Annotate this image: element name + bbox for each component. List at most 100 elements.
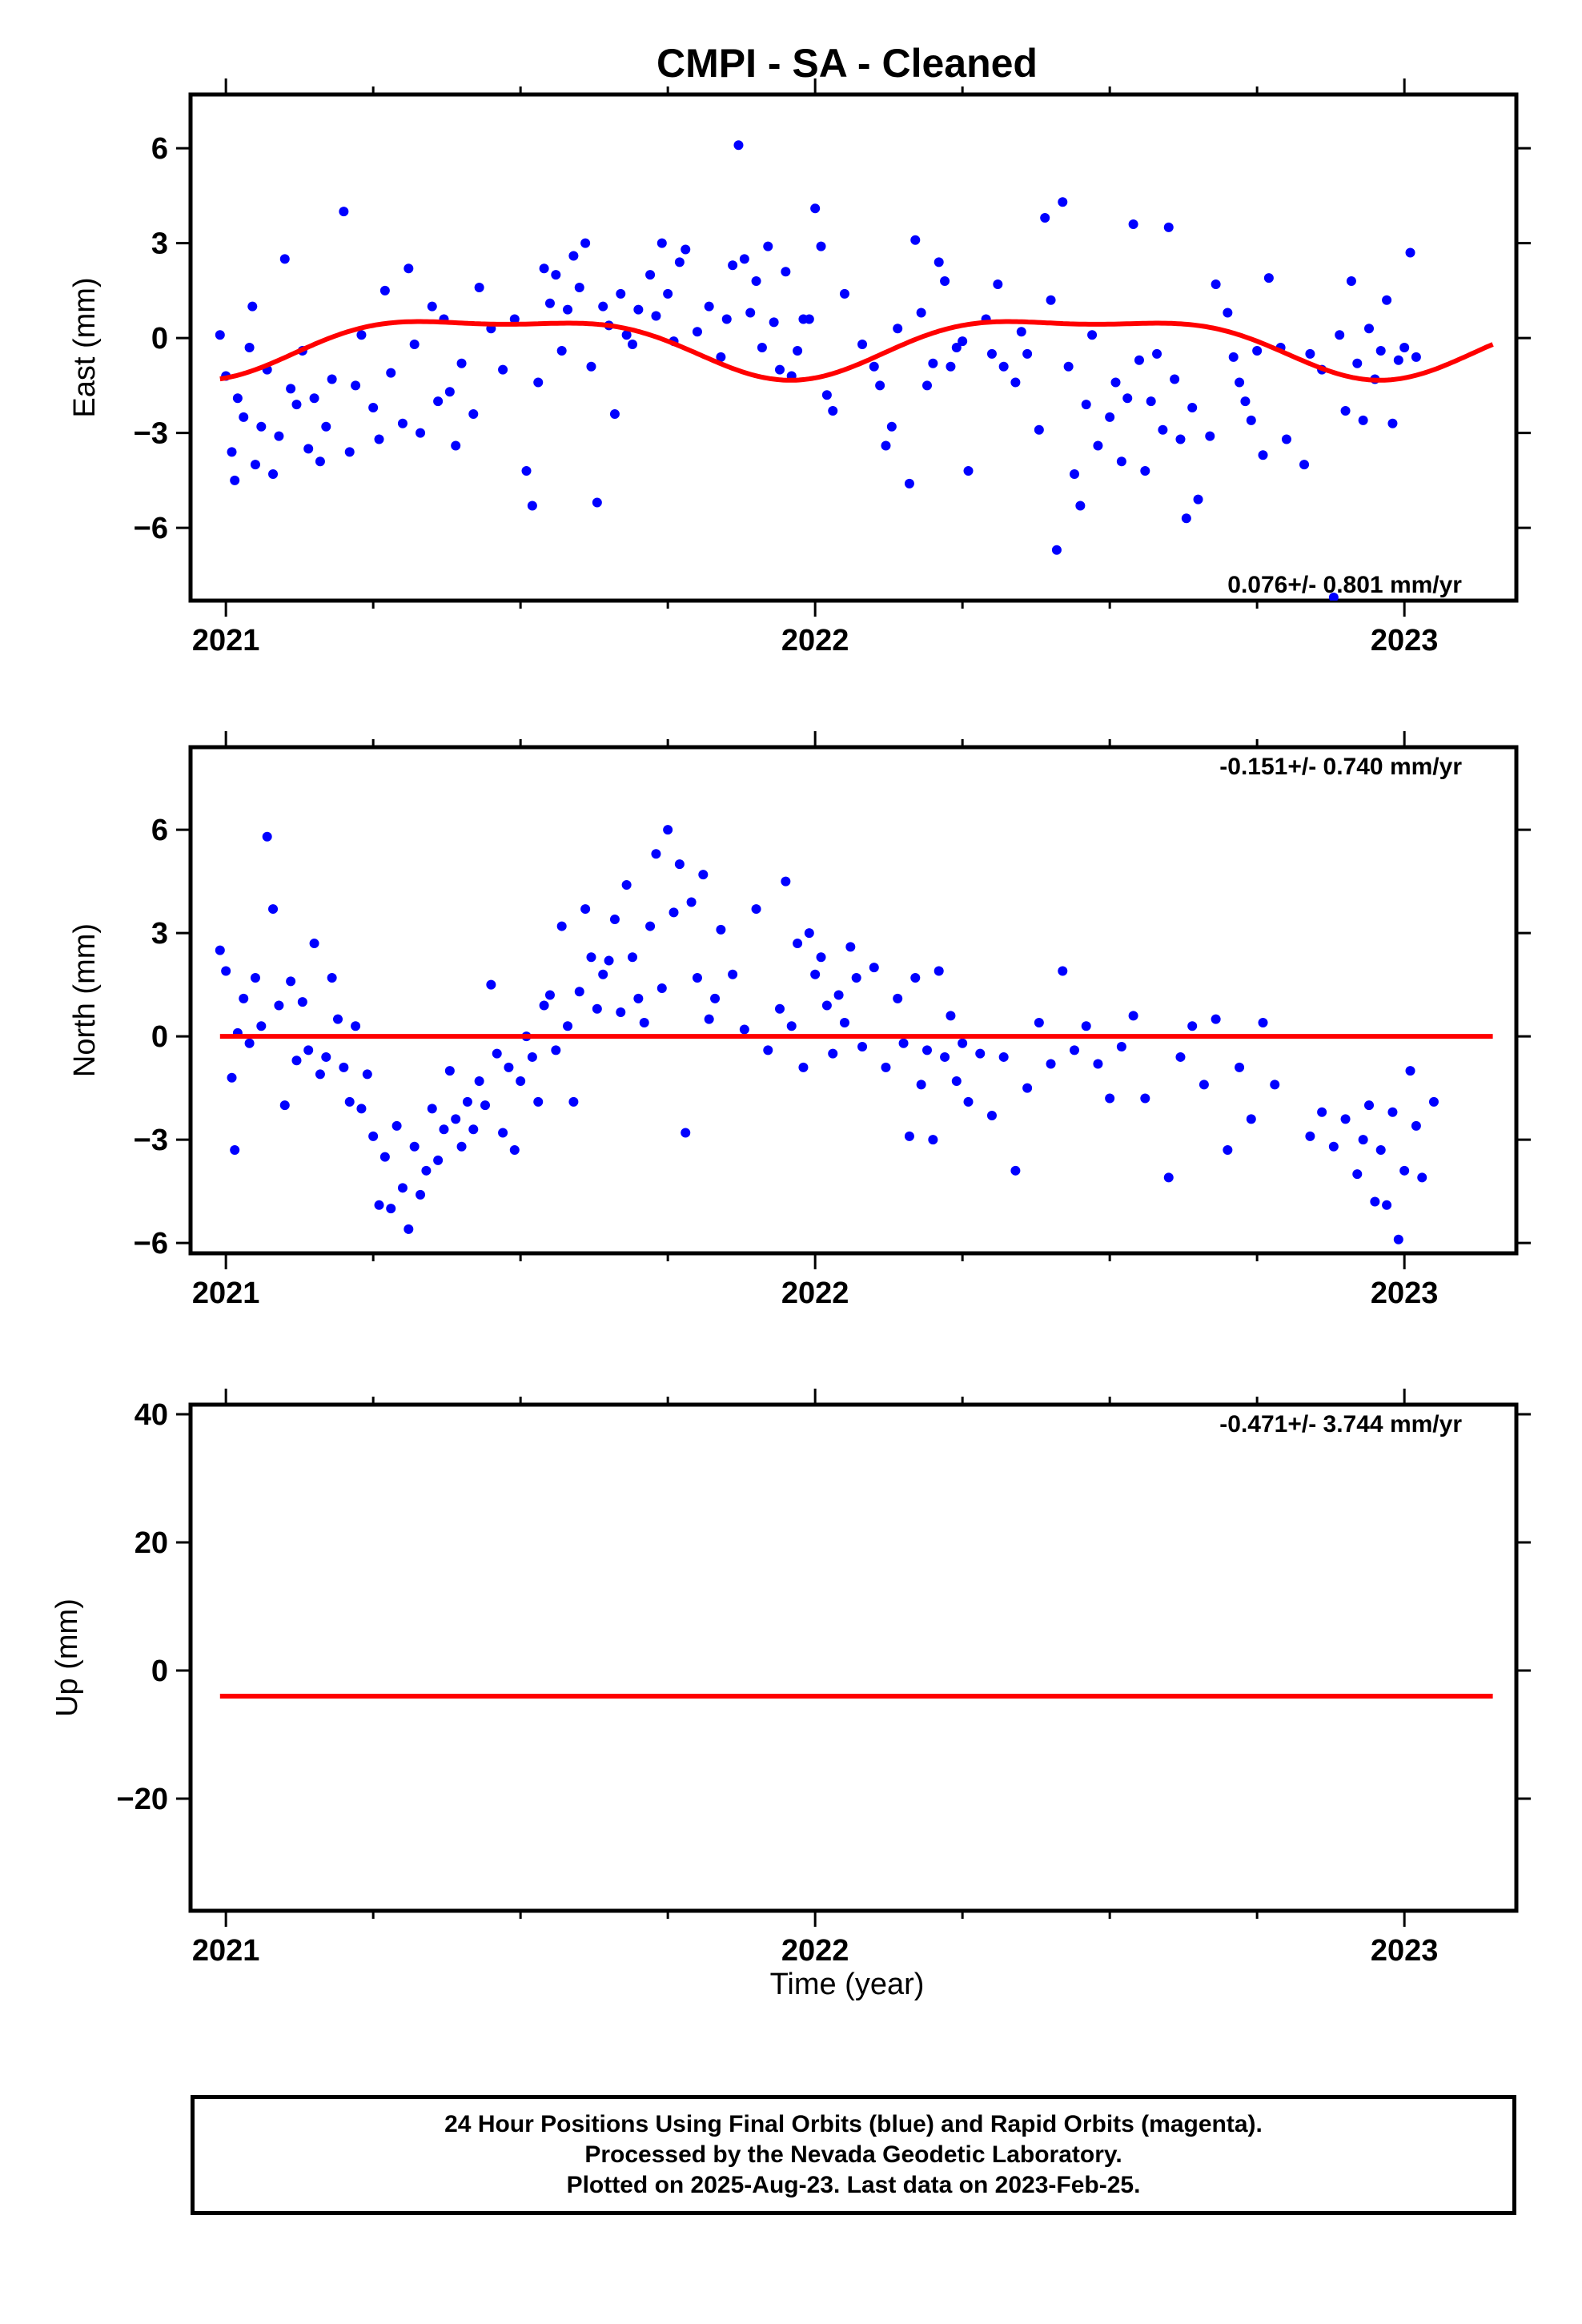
data-point — [609, 914, 620, 924]
data-point — [1187, 1021, 1198, 1031]
data-point — [1235, 1062, 1245, 1072]
data-point — [256, 1021, 267, 1031]
data-point — [468, 1124, 479, 1135]
data-point — [904, 1131, 914, 1141]
data-point — [1034, 424, 1044, 435]
data-point — [816, 241, 826, 251]
data-point — [544, 990, 555, 1000]
data-point — [1087, 330, 1098, 340]
data-point — [1346, 276, 1356, 287]
data-point — [427, 301, 437, 312]
data-point — [993, 279, 1003, 289]
data-point — [940, 276, 950, 287]
data-point — [922, 1045, 932, 1055]
data-point — [1134, 355, 1144, 365]
x-axis-label: Time (year) — [770, 1968, 925, 2001]
data-point — [451, 1114, 461, 1124]
x-tick-label: 2023 — [1371, 1934, 1439, 1968]
y-tick-label: 40 — [135, 1398, 168, 1432]
data-point — [574, 987, 584, 997]
data-point — [958, 336, 968, 347]
data-point — [586, 952, 596, 963]
data-point — [663, 825, 673, 835]
data-point — [1093, 440, 1103, 451]
data-point — [881, 1062, 891, 1072]
data-point — [1399, 1165, 1410, 1176]
data-point — [1252, 345, 1263, 356]
data-point — [1010, 377, 1021, 388]
y-tick-label: 20 — [135, 1526, 168, 1560]
data-point — [951, 1076, 962, 1087]
data-point — [686, 897, 697, 907]
data-point — [230, 475, 240, 485]
data-point — [986, 1111, 997, 1121]
data-point — [986, 348, 997, 359]
data-point — [922, 380, 932, 391]
data-point — [509, 314, 520, 324]
data-point — [327, 973, 337, 983]
y-tick-label: −20 — [117, 1783, 168, 1816]
data-point — [857, 1042, 868, 1052]
data-point — [663, 288, 673, 299]
data-point — [1411, 352, 1421, 362]
data-point — [816, 952, 826, 963]
data-point — [946, 361, 956, 372]
data-point — [910, 235, 921, 245]
data-point — [793, 345, 803, 356]
data-point — [793, 939, 803, 949]
data-point — [1364, 1100, 1374, 1111]
data-point — [551, 1045, 561, 1055]
data-point — [1175, 1051, 1186, 1062]
y-axis-label: Up (mm) — [50, 1598, 84, 1717]
data-point — [763, 1045, 773, 1055]
data-points — [215, 825, 1439, 1244]
data-point — [951, 343, 962, 352]
data-point — [1370, 1196, 1380, 1207]
data-point — [1299, 460, 1310, 470]
data-point — [433, 396, 444, 407]
data-point — [1022, 1083, 1033, 1093]
data-point — [810, 969, 821, 979]
data-point — [1235, 377, 1245, 388]
data-point — [1223, 1145, 1233, 1156]
data-point — [244, 343, 255, 352]
data-point — [739, 1024, 749, 1035]
data-point — [533, 377, 544, 388]
data-point — [250, 460, 260, 470]
data-point — [309, 393, 319, 404]
data-point — [828, 406, 838, 416]
fit-curve — [219, 319, 1494, 383]
data-point — [645, 270, 656, 280]
data-point — [232, 393, 243, 404]
data-point — [498, 364, 508, 375]
data-point — [544, 298, 555, 308]
data-point — [716, 352, 726, 362]
data-point — [628, 340, 637, 350]
data-point — [586, 361, 596, 372]
data-point — [1152, 348, 1162, 359]
data-point — [928, 1135, 938, 1145]
data-point — [916, 1080, 926, 1090]
data-point — [563, 304, 573, 315]
data-point — [474, 1076, 484, 1087]
data-point — [256, 421, 267, 432]
data-point — [1040, 213, 1050, 223]
data-point — [250, 973, 260, 983]
data-point — [1375, 1145, 1386, 1156]
data-point — [1258, 450, 1268, 460]
data-point — [456, 358, 467, 368]
data-point — [356, 330, 367, 340]
data-point — [268, 904, 279, 915]
data-point — [621, 330, 632, 340]
data-point — [728, 260, 738, 271]
data-point — [893, 324, 903, 334]
data-point — [262, 831, 272, 842]
data-point — [1393, 1234, 1403, 1244]
data-point — [580, 238, 591, 248]
data-point — [492, 1048, 502, 1059]
data-point — [368, 1131, 379, 1141]
data-point — [1193, 494, 1203, 505]
data-point — [692, 327, 702, 337]
y-tick-label: −3 — [134, 1124, 168, 1157]
data-point — [230, 1145, 240, 1156]
